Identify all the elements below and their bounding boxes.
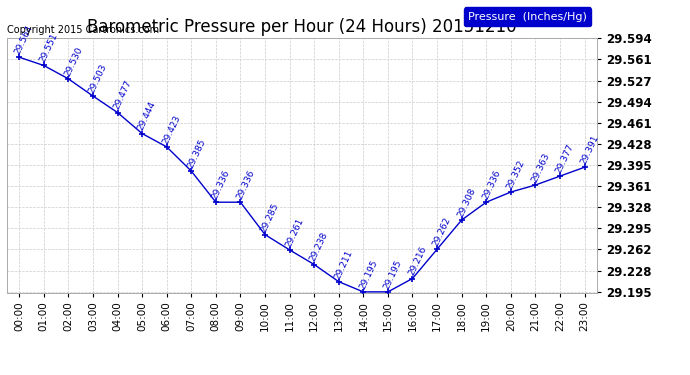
Text: 29.564: 29.564 [14,24,35,56]
Text: 29.336: 29.336 [235,169,256,201]
Text: 29.551: 29.551 [38,32,59,64]
Text: 29.336: 29.336 [210,169,232,201]
Text: 29.477: 29.477 [112,79,133,111]
Title: Barometric Pressure per Hour (24 Hours) 20151210: Barometric Pressure per Hour (24 Hours) … [87,18,517,36]
Text: 29.285: 29.285 [259,201,281,233]
Text: 29.444: 29.444 [137,100,158,132]
Text: 29.391: 29.391 [579,134,600,166]
Text: 29.352: 29.352 [505,159,526,191]
Text: 29.195: 29.195 [357,258,379,291]
Legend: Pressure  (Inches/Hg): Pressure (Inches/Hg) [464,8,591,26]
Text: 29.336: 29.336 [480,169,502,201]
Text: 29.195: 29.195 [382,258,404,291]
Text: 29.261: 29.261 [284,216,305,249]
Text: Copyright 2015 Cartronics.com: Copyright 2015 Cartronics.com [7,25,159,35]
Text: 29.363: 29.363 [530,152,551,184]
Text: 29.216: 29.216 [407,245,428,277]
Text: 29.503: 29.503 [87,62,109,95]
Text: 29.262: 29.262 [431,216,453,248]
Text: 29.423: 29.423 [161,114,182,146]
Text: 29.530: 29.530 [63,45,84,78]
Text: 29.385: 29.385 [186,137,207,170]
Text: 29.238: 29.238 [308,231,330,263]
Text: 29.377: 29.377 [554,142,575,175]
Text: 29.308: 29.308 [456,186,477,219]
Text: 29.211: 29.211 [333,248,355,280]
